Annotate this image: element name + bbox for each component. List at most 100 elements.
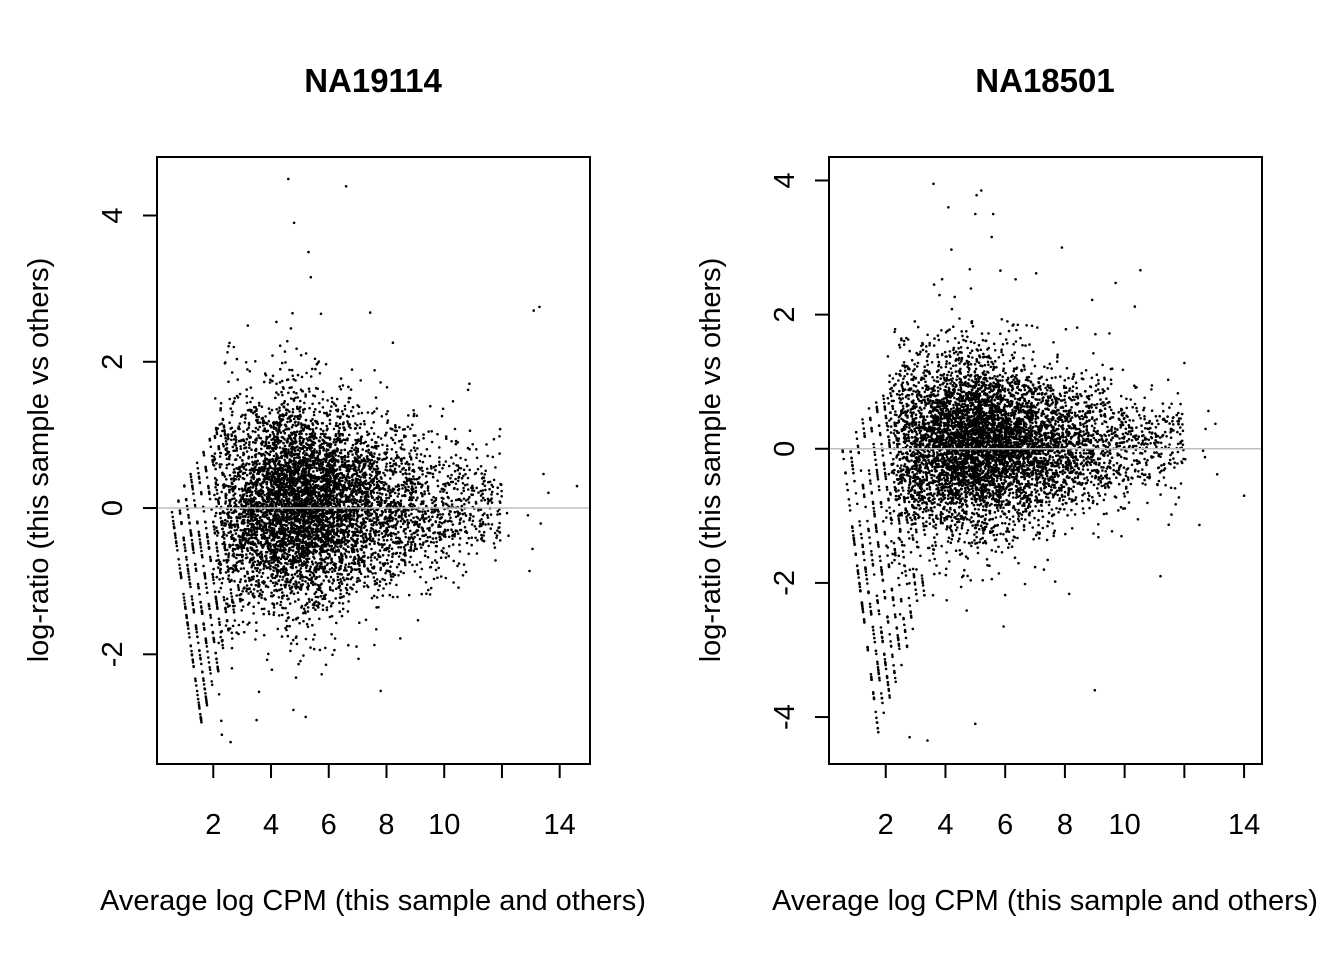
- data-point: [245, 494, 249, 498]
- data-point: [411, 520, 415, 524]
- data-point: [219, 567, 222, 571]
- data-point: [285, 577, 289, 581]
- data-point: [271, 430, 275, 434]
- data-point: [366, 575, 370, 578]
- data-point: [394, 433, 398, 437]
- data-point: [495, 536, 498, 540]
- data-point: [400, 512, 404, 516]
- data-point: [208, 607, 211, 611]
- data-point: [295, 347, 298, 351]
- data-point: [369, 563, 373, 566]
- data-point: [400, 459, 403, 463]
- data-point: [484, 523, 487, 526]
- data-point: [322, 429, 325, 433]
- data-point: [245, 473, 249, 477]
- data-point: [397, 488, 400, 492]
- data-point: [191, 601, 194, 605]
- data-point: [415, 414, 419, 418]
- data-point: [421, 510, 424, 513]
- data-point: [442, 497, 445, 500]
- data-point: [440, 500, 444, 503]
- data-point: [342, 595, 345, 598]
- data-point: [241, 590, 244, 593]
- data-point: [217, 693, 221, 696]
- data-point: [297, 421, 300, 424]
- data-point: [391, 519, 394, 522]
- data-point: [231, 637, 234, 640]
- data-point: [297, 423, 300, 426]
- data-point: [480, 533, 483, 537]
- data-point: [265, 557, 268, 560]
- data-point: [299, 567, 303, 570]
- data-point: [216, 667, 220, 670]
- data-point: [355, 441, 359, 445]
- data-point: [242, 518, 246, 522]
- data-point: [207, 542, 210, 545]
- data-point: [233, 492, 237, 496]
- data-point: [375, 523, 378, 526]
- data-point: [424, 533, 428, 536]
- data-point: [231, 549, 235, 553]
- data-point: [346, 610, 350, 613]
- data-point: [204, 692, 207, 695]
- data-point: [254, 621, 258, 624]
- data-point: [189, 585, 192, 589]
- data-point: [394, 457, 398, 460]
- data-point: [397, 439, 401, 443]
- data-point: [270, 408, 274, 412]
- data-point: [363, 581, 366, 585]
- data-point: [332, 579, 336, 583]
- data-point: [225, 512, 229, 516]
- data-point: [381, 577, 384, 581]
- data-point: [280, 635, 284, 638]
- data-point: [238, 456, 242, 459]
- data-point: [199, 600, 202, 604]
- data-point: [328, 418, 332, 422]
- data-point: [335, 449, 339, 453]
- data-point: [300, 481, 304, 485]
- data-point: [192, 609, 196, 612]
- data-point: [275, 320, 278, 324]
- data-point: [272, 611, 276, 614]
- data-point: [224, 624, 228, 627]
- data-point: [384, 433, 387, 437]
- data-point: [333, 510, 337, 514]
- data-point: [205, 532, 209, 536]
- data-point: [309, 275, 313, 279]
- data-point: [251, 396, 254, 400]
- data-point: [208, 492, 211, 496]
- data-point: [252, 556, 255, 559]
- data-point: [226, 504, 230, 508]
- data-point: [385, 558, 389, 562]
- data-point: [275, 508, 279, 512]
- data-point: [198, 653, 202, 657]
- data-point: [288, 546, 291, 550]
- data-point: [265, 658, 269, 662]
- data-point: [373, 369, 376, 372]
- data-point: [335, 408, 338, 412]
- data-point: [302, 456, 305, 459]
- data-point: [423, 492, 427, 496]
- data-point: [248, 443, 251, 447]
- data-point: [309, 375, 313, 378]
- data-point: [215, 657, 218, 660]
- data-point: [183, 599, 186, 602]
- data-point: [258, 555, 262, 559]
- data-point: [289, 649, 292, 653]
- data-point: [218, 623, 221, 626]
- data-point: [351, 414, 355, 418]
- data-point: [285, 624, 289, 628]
- data-point: [303, 401, 306, 405]
- data-point: [348, 423, 352, 426]
- data-point: [211, 631, 215, 635]
- data-point: [343, 566, 347, 569]
- data-point: [302, 411, 305, 414]
- data-point: [337, 519, 340, 522]
- data-point: [310, 560, 314, 563]
- data-point: [246, 603, 250, 606]
- data-point: [378, 543, 382, 546]
- data-point: [281, 606, 284, 610]
- data-point: [319, 312, 323, 316]
- data-point: [298, 556, 302, 560]
- data-point: [211, 575, 215, 579]
